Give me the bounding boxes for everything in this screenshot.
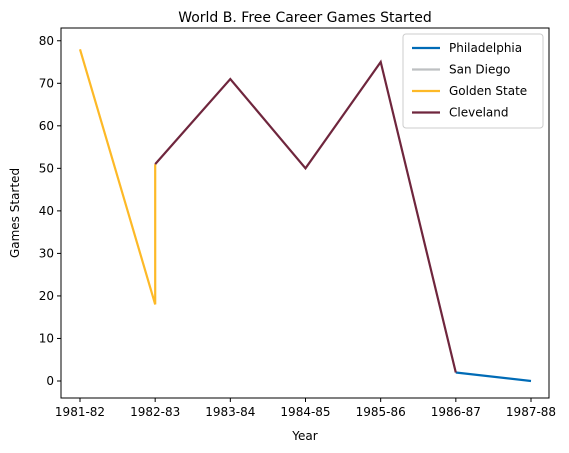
y-tick-label: 60 (39, 119, 54, 133)
legend-label: Cleveland (449, 106, 509, 120)
y-tick-label: 0 (46, 374, 54, 388)
y-axis: 0 10 20 30 40 50 60 70 80 (39, 34, 61, 388)
x-tick-label: 1985-86 (356, 405, 406, 419)
series-line-cleveland (154, 59, 457, 373)
y-tick-label: 10 (39, 331, 54, 345)
y-tick-label: 80 (39, 34, 54, 48)
x-tick-label: 1987-88 (506, 405, 556, 419)
y-tick-label: 40 (39, 204, 54, 218)
series-line-philadelphia (455, 371, 532, 383)
x-axis-label: Year (291, 429, 317, 443)
legend-box (402, 33, 544, 129)
y-axis-label: Games Started (8, 168, 22, 258)
legend: Philadelphia San Diego Golden State Clevela… (402, 33, 544, 129)
chart-title: World B. Free Career Games Started (178, 10, 432, 26)
x-tick-label: 1984-85 (280, 405, 330, 419)
plot-area (78, 48, 532, 383)
y-tick-label: 50 (39, 161, 54, 175)
y-tick-label: 70 (39, 76, 54, 90)
y-tick-label: 20 (39, 289, 54, 303)
legend-label: Philadelphia (449, 41, 522, 55)
legend-label: San Diego (449, 63, 510, 77)
series-line-golden-state (78, 48, 157, 305)
x-tick-label: 1982-83 (130, 405, 180, 419)
x-tick-label: 1986-87 (431, 405, 481, 419)
x-tick-label: 1981-82 (55, 405, 105, 419)
x-axis: 1981-82 1982-83 1983-84 1984-85 1985-86 1986-… (55, 398, 556, 419)
x-tick-label: 1983-84 (205, 405, 255, 419)
legend-label: Golden State (449, 84, 527, 98)
y-tick-label: 30 (39, 246, 54, 260)
